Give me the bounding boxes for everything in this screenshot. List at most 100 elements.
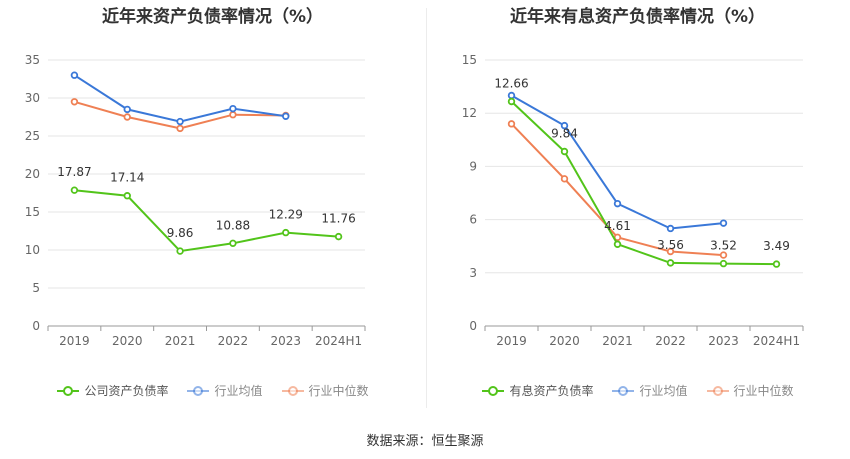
y-tick-label: 25	[25, 129, 40, 143]
data-point	[282, 228, 290, 237]
legend-label: 行业均值	[214, 384, 263, 398]
data-point	[666, 247, 675, 256]
legend-marker-icon	[187, 385, 210, 396]
chart-panel-right: 近年来有息资产负债率情况（%） 0 3 6 9 12 15 2019 2020 2021 2022…	[425, 0, 850, 420]
data-point	[123, 192, 131, 200]
y-tick-label: 35	[25, 53, 40, 67]
panel-divider	[426, 8, 427, 408]
chart-legend-left: 公司资产负债率 行业均值 行业中位数	[0, 382, 425, 399]
data-label: 17.87	[57, 165, 91, 179]
data-point	[123, 113, 131, 121]
y-tick-label: 30	[25, 91, 40, 105]
legend-item[interactable]: 有息资产负债率	[481, 382, 593, 399]
x-tick-label: 2020	[549, 334, 580, 348]
legend-item[interactable]: 行业中位数	[706, 382, 794, 399]
legend-label: 行业中位数	[308, 384, 369, 398]
x-tick-label: 2023	[270, 334, 301, 348]
x-tick-label: 2022	[218, 334, 249, 348]
data-point	[334, 232, 343, 241]
data-point	[719, 251, 728, 259]
data-label: 9.84	[551, 127, 578, 141]
legend-dot	[193, 385, 204, 396]
data-point	[507, 97, 516, 106]
x-tick-label: 2019	[59, 334, 90, 348]
data-point	[123, 105, 131, 114]
legend-label: 行业中位数	[733, 384, 794, 398]
series-line	[510, 100, 777, 266]
y-tick-label: 6	[469, 213, 477, 227]
legend-item[interactable]: 行业均值	[186, 382, 263, 399]
legend-dot	[712, 385, 723, 396]
y-tick-label: 9	[469, 159, 477, 173]
data-point	[229, 104, 237, 113]
data-point	[229, 111, 237, 119]
data-point	[507, 91, 516, 100]
data-point	[176, 124, 184, 133]
x-tick-label: 2023	[708, 334, 739, 348]
data-label: 3.56	[657, 238, 684, 252]
data-label: 17.14	[110, 171, 144, 185]
chart-panel-left: 近年来资产负债率情况（%） 0 5 10 15 20 25 30 35 2019 2020 2021…	[0, 0, 425, 420]
data-point	[229, 239, 237, 248]
series-line	[74, 189, 339, 253]
data-point	[70, 71, 79, 79]
legend-item[interactable]: 行业均值	[611, 382, 688, 399]
data-point	[70, 98, 79, 106]
data-point	[772, 260, 781, 268]
legend-dot	[287, 385, 298, 396]
data-point	[719, 259, 728, 268]
chart-title-right: 近年来有息资产负债率情况（%）	[509, 7, 766, 27]
y-tick-label: 20	[25, 167, 40, 181]
data-label: 9.86	[167, 226, 194, 240]
data-point	[282, 112, 290, 120]
data-point	[560, 147, 569, 156]
legend-item[interactable]: 公司资产负债率	[56, 382, 168, 399]
data-point	[719, 219, 728, 227]
data-point	[613, 240, 622, 248]
legend-label: 有息资产负债率	[509, 384, 594, 398]
x-tick-label: 2024H1	[753, 334, 800, 348]
chart-legend-right: 有息资产负债率 行业均值 行业中位数	[425, 382, 850, 399]
data-label: 12.29	[269, 208, 303, 222]
legend-marker-icon	[612, 385, 635, 396]
x-tick-label: 2024H1	[315, 334, 362, 348]
data-point	[70, 186, 79, 194]
legend-dot	[618, 385, 629, 396]
legend-marker-icon	[706, 385, 729, 396]
data-label: 12.66	[494, 76, 528, 90]
data-point	[507, 120, 516, 128]
data-point	[560, 121, 569, 130]
legend-item[interactable]: 行业中位数	[281, 382, 369, 399]
y-tick-label: 0	[32, 319, 40, 333]
y-tick-label: 15	[462, 53, 477, 67]
data-label: 3.52	[710, 239, 737, 253]
chart-plot-right: 0 3 6 9 12 15 2019 2020 2021 2022 2023 2024H1 12.66 9…	[462, 53, 804, 348]
legend-dot	[63, 385, 74, 396]
x-tick-label: 2021	[602, 334, 633, 348]
data-point	[176, 117, 184, 126]
data-label: 4.61	[604, 219, 631, 233]
data-point	[176, 247, 184, 255]
legend-label: 行业均值	[639, 384, 688, 398]
legend-marker-icon	[57, 385, 80, 396]
y-tick-label: 3	[469, 266, 477, 280]
data-label: 11.76	[321, 212, 355, 226]
chart-title-left: 近年来资产负债率情况（%）	[101, 7, 324, 27]
data-label: 3.49	[763, 239, 790, 253]
x-tick-label: 2020	[112, 334, 143, 348]
y-tick-label: 12	[462, 106, 477, 120]
chart-plot-left: 0 5 10 15 20 25 30 35 2019 2020 2021 2022 2023 2024H1…	[25, 53, 366, 348]
data-point	[560, 175, 569, 183]
data-point	[666, 224, 675, 233]
legend-marker-icon	[482, 385, 505, 396]
x-tick-label: 2021	[165, 334, 196, 348]
legend-marker-icon	[281, 385, 304, 396]
y-tick-label: 0	[469, 319, 477, 333]
x-tick-label: 2019	[496, 334, 527, 348]
series-line	[511, 94, 724, 230]
y-tick-label: 5	[32, 281, 40, 295]
legend-label: 公司资产负债率	[84, 384, 169, 398]
y-tick-label: 15	[25, 205, 40, 219]
y-tick-label: 10	[25, 243, 40, 257]
data-label: 10.88	[216, 218, 250, 232]
